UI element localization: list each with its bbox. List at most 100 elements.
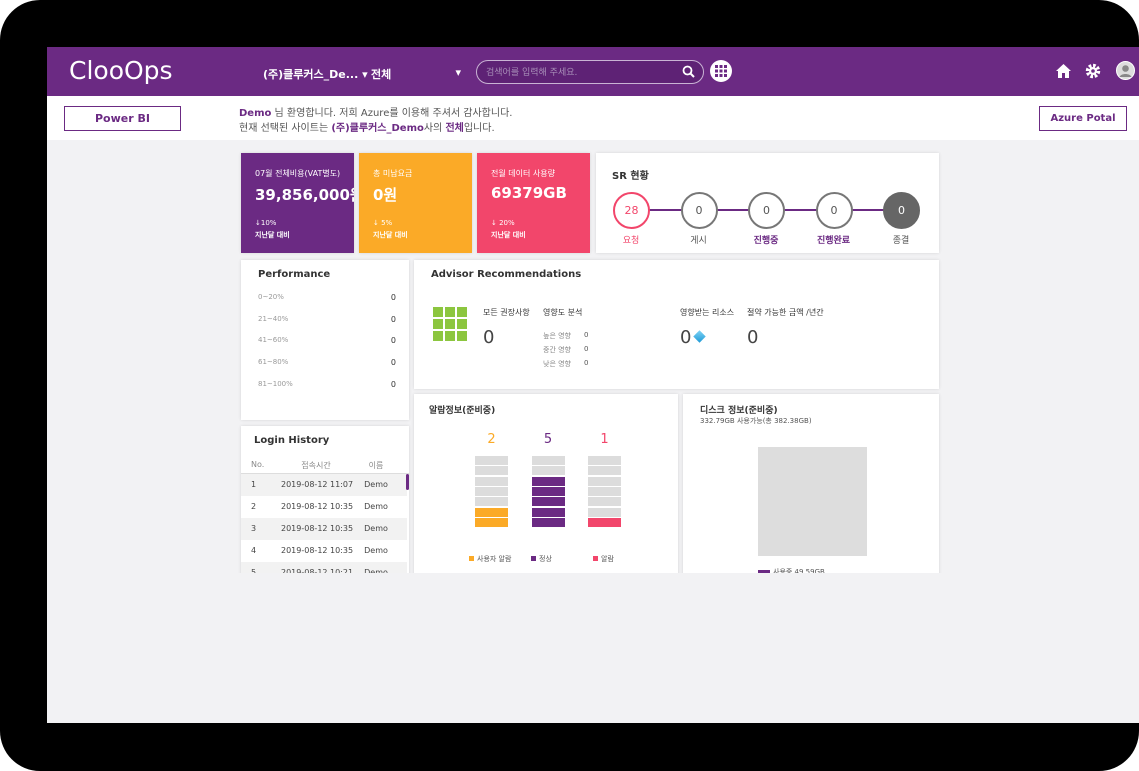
scrollbar[interactable]: [406, 474, 409, 490]
kpi-value: 0원: [373, 186, 398, 204]
search-placeholder: 검색어를 입력해 주세요.: [486, 68, 578, 78]
header-rule: [241, 473, 409, 474]
empty-cell: [588, 456, 621, 465]
alarm-count: 5: [543, 432, 553, 447]
impact-value: 0: [584, 345, 589, 353]
kpi-compare: 지난달 대비: [373, 231, 408, 239]
apps-button[interactable]: [710, 60, 732, 82]
alarm-cell: [588, 517, 621, 527]
perf-value: 0: [390, 314, 396, 324]
perf-range: 0~20%: [258, 293, 284, 301]
alarm-cell: [531, 476, 565, 486]
empty-cell: [475, 497, 508, 507]
empty-cell: [475, 486, 508, 496]
empty-cell: [588, 497, 621, 507]
search-box[interactable]: 검색어를 입력해 주세요.: [476, 60, 704, 84]
perf-value: 0: [390, 379, 396, 389]
login-cell: 2019-08-12 10:35: [281, 502, 354, 511]
perf-range: 81~100%: [258, 379, 293, 388]
login-cell: 4: [251, 546, 257, 555]
login-cell: Demo: [364, 568, 388, 573]
welcome: Demo 님 환영합니다. 저희 Azure를 이용해 주셔서 감사합니다. 현…: [239, 106, 512, 136]
icon-cell: [457, 331, 467, 341]
legend-swatch: [469, 556, 474, 561]
empty-cell: [475, 466, 508, 476]
login-cell: 1: [251, 480, 257, 489]
impact-value: 0: [584, 331, 589, 339]
site-select[interactable]: 전체 ▾: [371, 66, 461, 81]
perf-range: 21~40%: [258, 314, 289, 323]
line2: 사의: [423, 123, 446, 134]
advisor-value: 0: [747, 327, 759, 348]
kpi-label: 전월 데이터 사용량: [491, 169, 555, 178]
sr-step[interactable]: 0: [883, 192, 920, 229]
perf-value: 0: [390, 358, 396, 368]
sr-panel: SR 현황 28 요청 0 게시 0 진행중 0 진행완료 0 종결: [596, 153, 939, 253]
company-select[interactable]: (주)클루커스_De... ▾: [263, 68, 368, 81]
line2: 입니다.: [463, 123, 495, 134]
search-icon: [682, 65, 695, 78]
kpi-change: ↓ 5%: [373, 219, 393, 227]
alarm-cell: [531, 517, 565, 527]
alarm-cell: [531, 486, 565, 496]
avatar[interactable]: [1116, 61, 1135, 80]
azure-portal-button[interactable]: Azure Potal: [1039, 106, 1127, 131]
sr-step[interactable]: 0: [748, 192, 785, 229]
kpi-compare: 지난달 대비: [491, 231, 526, 239]
sr-step[interactable]: 0: [680, 192, 718, 229]
icon-cell: [457, 307, 467, 317]
kpi-compare: 지난달 대비: [255, 231, 290, 239]
kpi-change: ↓ 20%: [491, 219, 515, 227]
legend-swatch: [758, 570, 770, 573]
empty-cell: [588, 486, 621, 496]
legend-swatch: [593, 556, 598, 561]
kpi-card: 07월 전체비용(VAT별도) 39,856,000원 ↓10% 지난달 대비: [241, 153, 354, 253]
panel-subtitle: 332.79GB 사용가능(총 382.38GB): [700, 417, 812, 425]
performance-panel: Performance 0~20% 0 21~40% 0 41~60% 0 61~80% 0 81…: [241, 260, 409, 420]
impact-value: 0: [584, 359, 589, 367]
perf-range: 41~60%: [258, 336, 289, 345]
company: (주)클루커스_De...: [263, 68, 359, 81]
empty-cell: [588, 507, 621, 517]
advisor-label: 영향도 분석: [543, 308, 583, 317]
welcome-user: Demo: [239, 108, 272, 119]
kpi-card: 총 미납요금 0원 ↓ 5% 지난달 대비: [359, 153, 472, 253]
login-row: 4 2019-08-12 10:35 Demo: [241, 540, 407, 562]
legend-label: 사용자 알람: [477, 555, 512, 563]
home-icon[interactable]: [1056, 64, 1071, 78]
empty-cell: [588, 476, 621, 486]
login-cell: 2019-08-12 10:35: [281, 546, 354, 555]
alarm-cell: [531, 507, 565, 517]
sr-label: 종결: [892, 236, 910, 246]
sr-label: 게시: [690, 236, 707, 246]
sr-title: SR 현황: [612, 171, 649, 182]
sr-step[interactable]: 0: [815, 192, 853, 229]
empty-cell: [588, 466, 621, 476]
alarm-cell: [475, 517, 508, 527]
welcome-text: 님 환영합니다. 저희 Azure를 이용해 주셔서 감사합니다.: [271, 108, 513, 119]
column-header: 접속시간: [301, 461, 331, 470]
icon-cell: [445, 319, 455, 329]
content: 07월 전체비용(VAT별도) 39,856,000원 ↓10% 지난달 대비 총 미납…: [47, 140, 1139, 573]
alarm-cell: [475, 507, 508, 517]
alarm-cell: [531, 497, 565, 507]
login-cell: 5: [251, 568, 257, 573]
icon-cell: [433, 307, 443, 317]
sr-step[interactable]: 28: [613, 192, 650, 229]
sub-bar: [47, 96, 1139, 140]
logo[interactable]: ClooOps: [69, 56, 173, 85]
login-row: 1 2019-08-12 11:07 Demo: [241, 474, 407, 496]
column-header: 이름: [368, 461, 384, 470]
icon-cell: [433, 319, 443, 329]
login-cell: 2019-08-12 10:35: [281, 524, 354, 533]
empty-cell: [531, 466, 565, 476]
login-row: 2 2019-08-12 10:35 Demo: [241, 496, 407, 518]
column-header: No.: [251, 460, 265, 469]
settings-icon[interactable]: [1085, 63, 1101, 79]
alarm-count: 2: [487, 432, 496, 447]
advisor-value: 0: [483, 327, 495, 348]
power-bi-button[interactable]: Power BI: [64, 106, 181, 131]
empty-cell: [475, 476, 508, 486]
login-cell: 3: [251, 524, 257, 533]
